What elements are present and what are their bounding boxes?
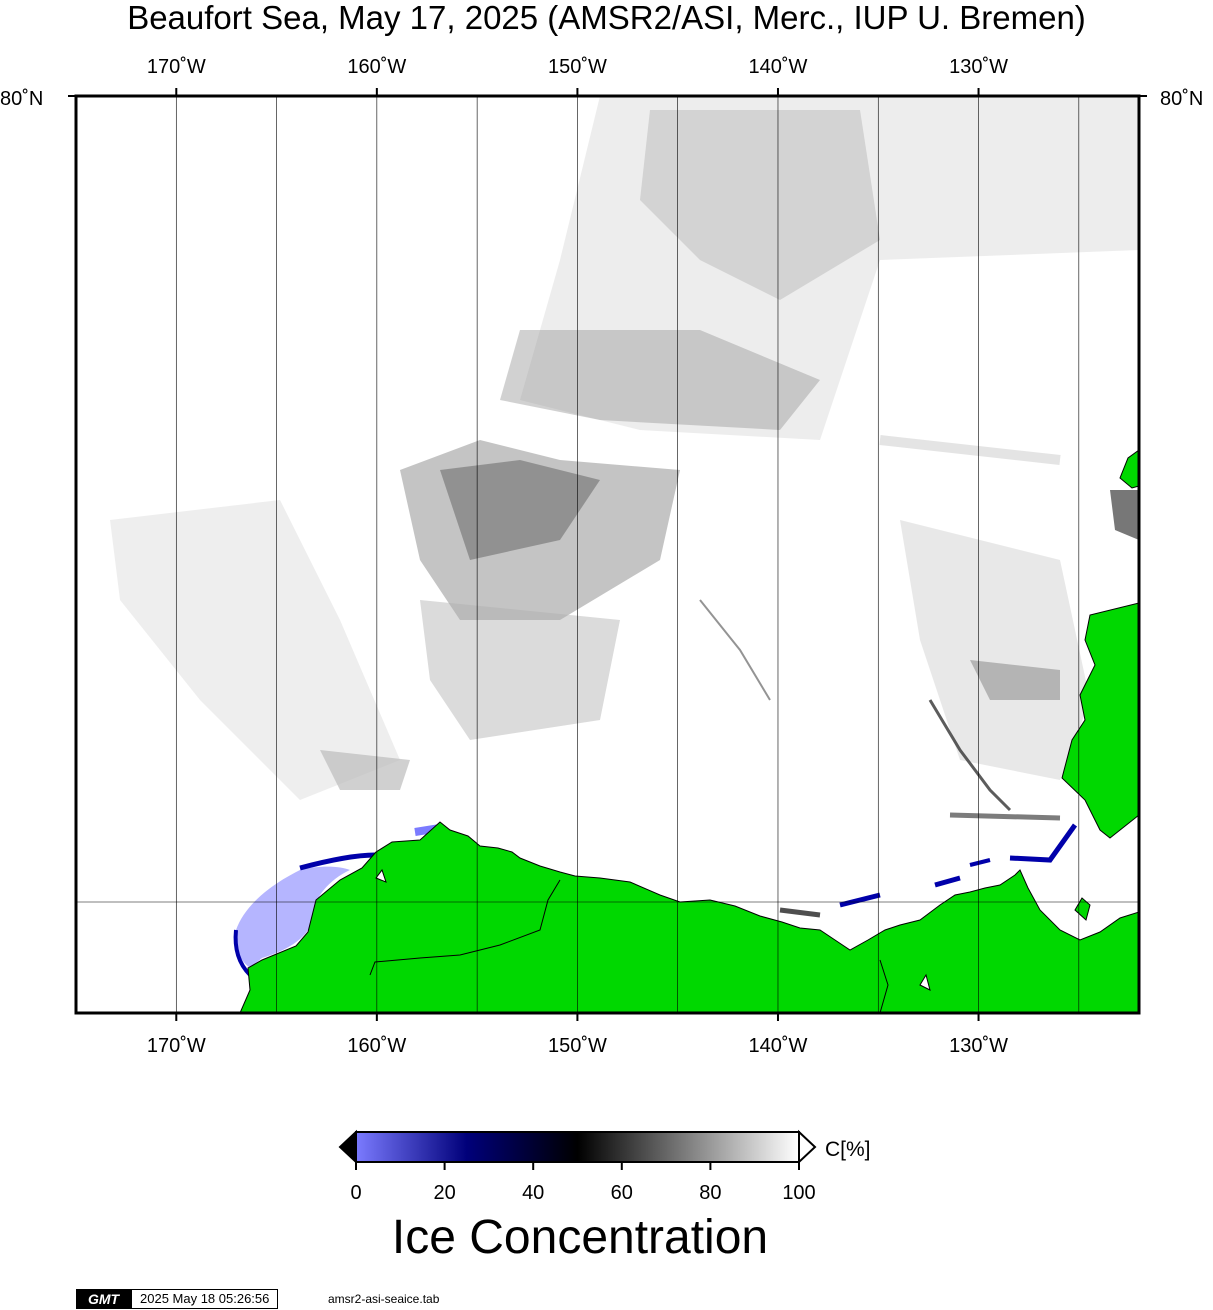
ice-patch-south — [420, 600, 620, 740]
lon-tick-label: 160˚W — [347, 1035, 407, 1057]
colorbar-tick-label: 20 — [433, 1182, 456, 1204]
polynya-chukchi — [235, 866, 350, 968]
colorbar-tick-label: 60 — [610, 1182, 633, 1204]
colorbar-tick-label: 0 — [350, 1182, 362, 1204]
ice-patch-west — [320, 750, 410, 790]
footer-filename: amsr2-asi-seaice.tab — [328, 1292, 440, 1306]
ice-field-north-dense — [640, 110, 880, 300]
colorbar-unit: C[%] — [825, 1138, 871, 1161]
colorbar-gradient — [355, 1131, 800, 1163]
lon-tick-label: 130˚W — [949, 56, 1008, 78]
ice-patch-banks-island — [1110, 490, 1139, 540]
frame-ticks — [68, 88, 1147, 1021]
lon-tick-label: 150˚W — [547, 56, 607, 78]
ice-field-east — [900, 520, 1090, 780]
land-layer — [239, 449, 1139, 1013]
gmt-logo: GMT — [76, 1289, 131, 1309]
ice-patch-central-dense — [440, 460, 600, 560]
ice-concentration-layer — [110, 96, 1139, 977]
colorbar — [338, 1129, 817, 1170]
lon-tick-label: 140˚W — [748, 56, 808, 78]
footer-timestamp: 2025 May 18 05:26:56 — [131, 1289, 279, 1309]
lon-tick-label: 130˚W — [949, 1035, 1008, 1057]
ice-patch-central — [400, 440, 680, 620]
colorbar-title: Ice Concentration — [391, 1211, 769, 1264]
ice-band-mid — [500, 330, 820, 430]
lon-tick-label: 170˚W — [146, 56, 206, 78]
map-title: Beaufort Sea, May 17, 2025 (AMSR2/ASI, M… — [127, 0, 1086, 36]
land-alaska — [239, 821, 1139, 1013]
map-frame — [74, 94, 1141, 1015]
lat-label-right: 80˚N — [1160, 88, 1204, 110]
lat-label-left: 80˚N — [0, 88, 44, 110]
graticule — [175, 96, 1080, 1013]
ice-patch-east — [970, 660, 1060, 700]
colorbar-low-arrow — [338, 1129, 357, 1165]
colorbar-tick-label: 40 — [522, 1182, 545, 1204]
colorbar-high-arrow — [798, 1129, 817, 1165]
ice-field-west — [110, 500, 400, 800]
land-prince-patrick — [1119, 449, 1139, 489]
colorbar-tick-label: 100 — [782, 1182, 816, 1204]
colorbar-tick-label: 80 — [699, 1182, 722, 1204]
land-banks-island — [1061, 602, 1139, 839]
lon-tick-label: 160˚W — [347, 56, 407, 78]
lon-tick-label: 170˚W — [146, 1035, 206, 1057]
lon-tick-label: 150˚W — [547, 1035, 607, 1057]
lon-tick-label: 140˚W — [748, 1035, 808, 1057]
